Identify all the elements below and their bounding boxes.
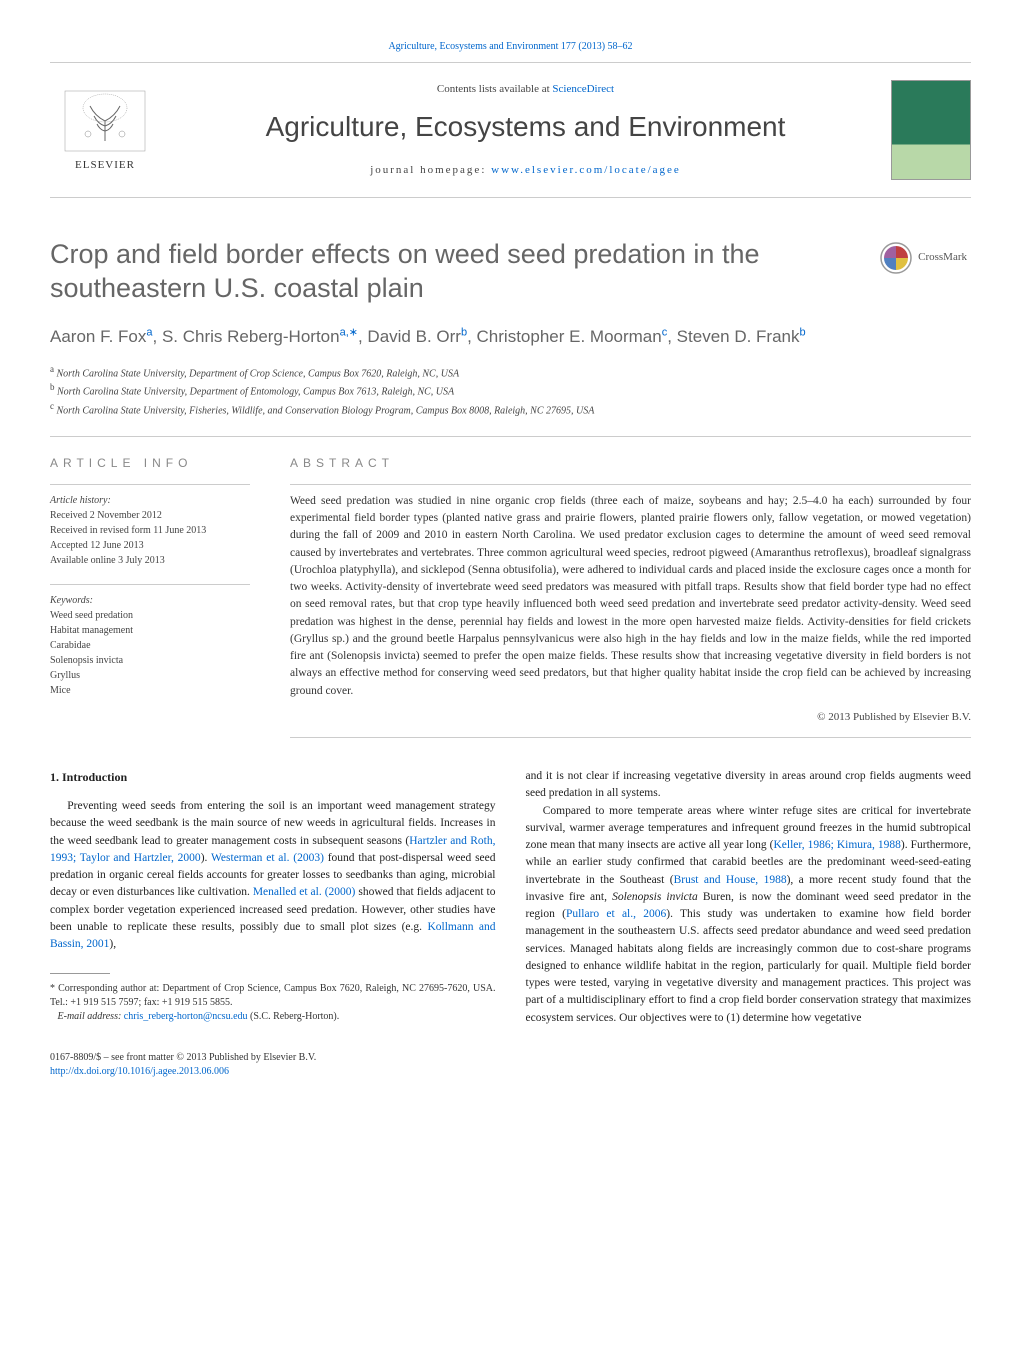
abstract-text: Weed seed predation was studied in nine … [290,493,971,700]
publisher-logo-text: ELSEVIER [75,158,135,173]
keyword: Mice [50,683,250,698]
body-column-right: and it is not clear if increasing vegeta… [526,768,972,1027]
corresponding-author-footnote: * Corresponding author at: Department of… [50,982,496,1024]
journal-name: Agriculture, Ecosystems and Environment [180,107,871,146]
homepage-link[interactable]: www.elsevier.com/locate/agee [491,164,681,176]
elsevier-tree-icon [60,86,150,156]
body-paragraph: Compared to more temperate areas where w… [526,803,972,1027]
publisher-logo: ELSEVIER [50,75,160,185]
body-paragraph: and it is not clear if increasing vegeta… [526,768,972,803]
homepage-label: journal homepage: [370,164,491,176]
divider [50,584,250,585]
keyword: Habitat management [50,623,250,638]
journal-homepage: journal homepage: www.elsevier.com/locat… [180,163,871,178]
email-label: E-mail address: [58,1011,124,1022]
divider [50,436,971,437]
meta-abstract-row: ARTICLE INFO Article history: Received 2… [50,455,971,738]
author-name: Steven D. Frank [677,327,800,346]
author-affiliation-marker: b [461,326,467,338]
journal-cover-thumbnail [891,80,971,180]
author-affiliation-marker: a [146,326,152,338]
author-affiliation-marker: b [800,326,806,338]
author-name: Christopher E. Moorman [477,327,662,346]
author-name: S. Chris Reberg-Horton [162,327,340,346]
body-paragraph: Preventing weed seeds from entering the … [50,798,496,953]
author-list: Aaron F. Foxa, S. Chris Reberg-Hortona,∗… [50,324,971,350]
banner-center: Contents lists available at ScienceDirec… [180,82,871,178]
affiliations: a North Carolina State University, Depar… [50,363,971,418]
citation-link[interactable]: Agriculture, Ecosystems and Environment … [388,41,632,52]
author-affiliation-marker: c [662,326,668,338]
body-two-column: 1. Introduction Preventing weed seeds fr… [50,768,971,1027]
article-info-heading: ARTICLE INFO [50,455,250,472]
keywords-block: Keywords: Weed seed predationHabitat man… [50,593,250,698]
article-info-column: ARTICLE INFO Article history: Received 2… [50,455,250,738]
citation-link[interactable]: Brust and House, 1988 [674,874,787,886]
author-name: Aaron F. Fox [50,327,146,346]
divider [290,484,971,485]
footnote-separator [50,973,110,974]
email-link[interactable]: chris_reberg-horton@ncsu.edu [124,1011,248,1022]
citation-link[interactable]: Westerman et al. (2003) [211,852,324,864]
email-suffix: (S.C. Reberg-Horton). [248,1011,340,1022]
history-line: Received 2 November 2012 [50,508,250,523]
history-line: Accepted 12 June 2013 [50,538,250,553]
history-label: Article history: [50,493,250,508]
crossmark-label: CrossMark [918,250,967,265]
citation-link[interactable]: Keller, 1986; Kimura, 1988 [773,839,900,851]
divider [290,737,971,738]
section-heading-introduction: 1. Introduction [50,768,496,786]
sciencedirect-link[interactable]: ScienceDirect [552,83,614,95]
journal-banner: ELSEVIER Contents lists available at Sci… [50,62,971,198]
divider [50,484,250,485]
abstract-column: ABSTRACT Weed seed predation was studied… [290,455,971,738]
author-name: David B. Orr [367,327,461,346]
keyword: Weed seed predation [50,608,250,623]
contents-available-text: Contents lists available at ScienceDirec… [180,82,871,97]
article-title: Crop and field border effects on weed se… [50,238,856,306]
keywords-label: Keywords: [50,593,250,608]
keyword: Gryllus [50,668,250,683]
footnote-marker: * [50,983,55,994]
front-matter-text: 0167-8809/$ – see front matter © 2013 Pu… [50,1051,971,1065]
affiliation-line: b North Carolina State University, Depar… [50,381,971,399]
body-column-left: 1. Introduction Preventing weed seeds fr… [50,768,496,1027]
history-line: Available online 3 July 2013 [50,553,250,568]
running-header: Agriculture, Ecosystems and Environment … [50,40,971,54]
keyword: Carabidae [50,638,250,653]
history-line: Received in revised form 11 June 2013 [50,523,250,538]
crossmark-icon [880,242,912,274]
contents-label: Contents lists available at [437,83,552,95]
abstract-heading: ABSTRACT [290,455,971,472]
footer-publication-info: 0167-8809/$ – see front matter © 2013 Pu… [50,1051,971,1079]
abstract-copyright: © 2013 Published by Elsevier B.V. [290,710,971,725]
citation-link[interactable]: Menalled et al. (2000) [253,886,356,898]
footnote-text: Corresponding author at: Department of C… [50,983,496,1008]
affiliation-line: a North Carolina State University, Depar… [50,363,971,381]
keyword: Solenopsis invicta [50,653,250,668]
author-affiliation-marker: a,∗ [340,326,358,338]
doi-link[interactable]: http://dx.doi.org/10.1016/j.agee.2013.06… [50,1066,229,1077]
affiliation-line: c North Carolina State University, Fishe… [50,400,971,418]
citation-link[interactable]: Pullaro et al., 2006 [566,908,666,920]
crossmark-badge[interactable]: CrossMark [876,238,971,278]
article-history: Article history: Received 2 November 201… [50,493,250,568]
article-header: Crop and field border effects on weed se… [50,238,971,418]
